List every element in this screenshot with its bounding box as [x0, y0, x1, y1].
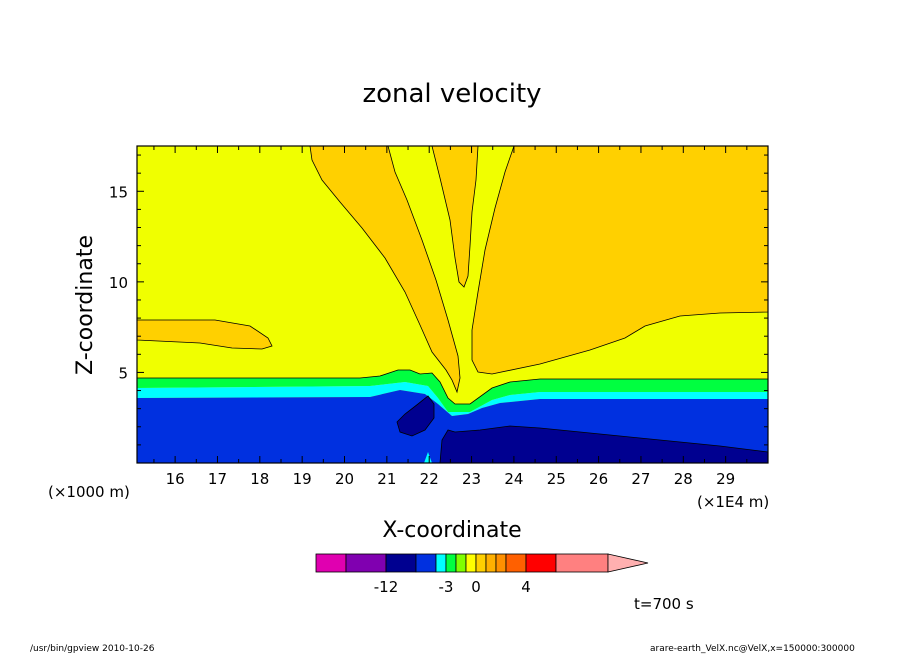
x-tick-label: 22 — [420, 470, 439, 488]
y-axis-ticks: 5 10 15 — [109, 154, 768, 446]
x-tick-label: 19 — [293, 470, 312, 488]
colorbar-cell — [445, 553, 457, 573]
y-tick-label: 15 — [109, 183, 128, 201]
colorbar-cell — [385, 553, 417, 573]
colorbar-cell — [315, 553, 347, 573]
colorbar-label: 4 — [521, 578, 531, 596]
colorbar: -12 -3 0 4 — [315, 553, 649, 596]
chart-title: zonal velocity — [362, 79, 541, 109]
y-tick-label: 10 — [109, 274, 128, 292]
region-fill-orange-upper-left — [309, 146, 461, 394]
colorbar-cell — [505, 553, 527, 573]
x-tick-label: 21 — [377, 470, 396, 488]
contour-fill — [137, 146, 768, 463]
x-tick-label: 25 — [547, 470, 566, 488]
region-fill-green — [137, 370, 768, 412]
x-tick-label: 17 — [208, 470, 227, 488]
colorbar-cell — [415, 553, 437, 573]
colorbar-label: -3 — [439, 578, 454, 596]
time-label: t=700 s — [634, 595, 694, 613]
colorbar-cell — [465, 553, 477, 573]
region-fill-darkblue-lower-right — [439, 425, 768, 463]
colorbar-cell — [485, 553, 497, 573]
x-tick-label: 23 — [462, 470, 481, 488]
region-fill-cyan — [137, 382, 768, 416]
x-axis-ticks: 16 17 18 19 20 21 22 23 24 25 26 27 28 29 — [153, 146, 748, 488]
y-tick-label: 5 — [118, 364, 128, 382]
colorbar-arrow — [607, 553, 649, 573]
x-tick-label: 18 — [250, 470, 269, 488]
x-tick-label: 28 — [674, 470, 693, 488]
y-axis-label: Z-coordinate — [73, 235, 98, 375]
x-tick-label: 20 — [335, 470, 354, 488]
region-fill-orange-narrow-tongue — [431, 146, 479, 288]
x-tick-label: 27 — [631, 470, 650, 488]
plot-frame — [136, 145, 769, 464]
y-axis-unit: (×1000 m) — [48, 483, 130, 501]
region-fill-orange-right — [471, 146, 768, 375]
colorbar-cell — [345, 553, 387, 573]
colorbar-cell — [525, 553, 557, 573]
colorbar-cell — [495, 553, 507, 573]
colorbar-cell — [475, 553, 487, 573]
contour-line-green-top — [137, 369, 768, 405]
x-tick-label: 16 — [166, 470, 185, 488]
x-axis-unit: (×1E4 m) — [697, 493, 769, 511]
x-axis-label: X-coordinate — [382, 518, 521, 543]
region-fill-cyan-sliver — [424, 452, 432, 463]
x-tick-label: 24 — [504, 470, 523, 488]
plot-area: 16 17 18 19 20 21 22 23 24 25 26 27 28 29 5 10 15 — [109, 145, 769, 488]
colorbar-cell — [455, 553, 467, 573]
x-tick-label: 29 — [716, 470, 735, 488]
x-tick-label: 26 — [589, 470, 608, 488]
region-fill-orange-left-lobe — [137, 319, 273, 350]
footer-right: arare-earth_VelX.nc@VelX,x=150000:300000 — [650, 644, 855, 654]
colorbar-cell — [435, 553, 447, 573]
colorbar-label: 0 — [471, 578, 481, 596]
footer-left: /usr/bin/gpview 2010-10-26 — [30, 644, 155, 654]
colorbar-label: -12 — [374, 578, 399, 596]
region-fill-darkblue-patch — [396, 395, 435, 437]
colorbar-cell — [555, 553, 609, 573]
